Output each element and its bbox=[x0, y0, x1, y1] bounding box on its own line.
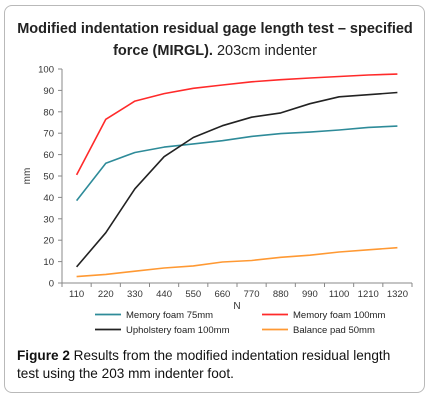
chart-title: Modified indentation residual gage lengt… bbox=[8, 18, 422, 62]
x-tick-label: 1210 bbox=[358, 289, 379, 300]
x-tick-label: 330 bbox=[127, 289, 143, 300]
y-tick-label: 20 bbox=[43, 236, 54, 247]
legend-label: Memory foam 75mm bbox=[126, 310, 213, 321]
x-tick-label: 990 bbox=[302, 289, 318, 300]
chart-title-bold: Modified indentation residual gage lengt… bbox=[17, 21, 413, 59]
x-tick-label: 660 bbox=[214, 289, 230, 300]
x-tick-label: 550 bbox=[185, 289, 201, 300]
legend-label: Balance pad 50mm bbox=[293, 325, 375, 336]
x-tick-label: 880 bbox=[273, 289, 289, 300]
series-line-1 bbox=[75, 125, 398, 202]
series-line-4 bbox=[76, 246, 398, 278]
x-tick-label: 1100 bbox=[329, 289, 349, 300]
y-tick-label: 40 bbox=[43, 193, 54, 204]
y-tick-label: 80 bbox=[43, 107, 54, 118]
caption-text: Results from the modified indentation re… bbox=[17, 348, 391, 381]
caption-label: Figure 2 bbox=[17, 348, 70, 363]
y-tick-label: 50 bbox=[43, 172, 54, 183]
x-tick-label: 220 bbox=[98, 289, 114, 300]
y-tick-label: 90 bbox=[43, 86, 54, 97]
y-tick-label: 60 bbox=[43, 150, 54, 161]
x-axis-title: N bbox=[233, 301, 240, 312]
series-line-2 bbox=[75, 73, 398, 176]
x-tick-label: 440 bbox=[156, 289, 172, 300]
x-tick-label: 1320 bbox=[387, 289, 408, 300]
series-line-3 bbox=[75, 91, 398, 268]
y-tick-label: 100 bbox=[38, 65, 54, 76]
y-tick-label: 70 bbox=[43, 129, 54, 140]
y-tick-label: 10 bbox=[43, 257, 54, 268]
y-tick-label: 30 bbox=[43, 214, 54, 225]
x-tick-label: 110 bbox=[69, 289, 84, 300]
legend-label: Memory foam 100mm bbox=[293, 310, 385, 321]
figure-frame bbox=[4, 5, 425, 393]
y-tick-label: 0 bbox=[49, 279, 54, 290]
y-axis-title: mm bbox=[22, 168, 33, 185]
legend-label: Upholstery foam 100mm bbox=[126, 325, 230, 336]
chart-title-normal: 203cm indenter bbox=[212, 43, 317, 59]
x-tick-label: 770 bbox=[244, 289, 260, 300]
figure-caption: Figure 2 Results from the modified inden… bbox=[17, 347, 415, 383]
